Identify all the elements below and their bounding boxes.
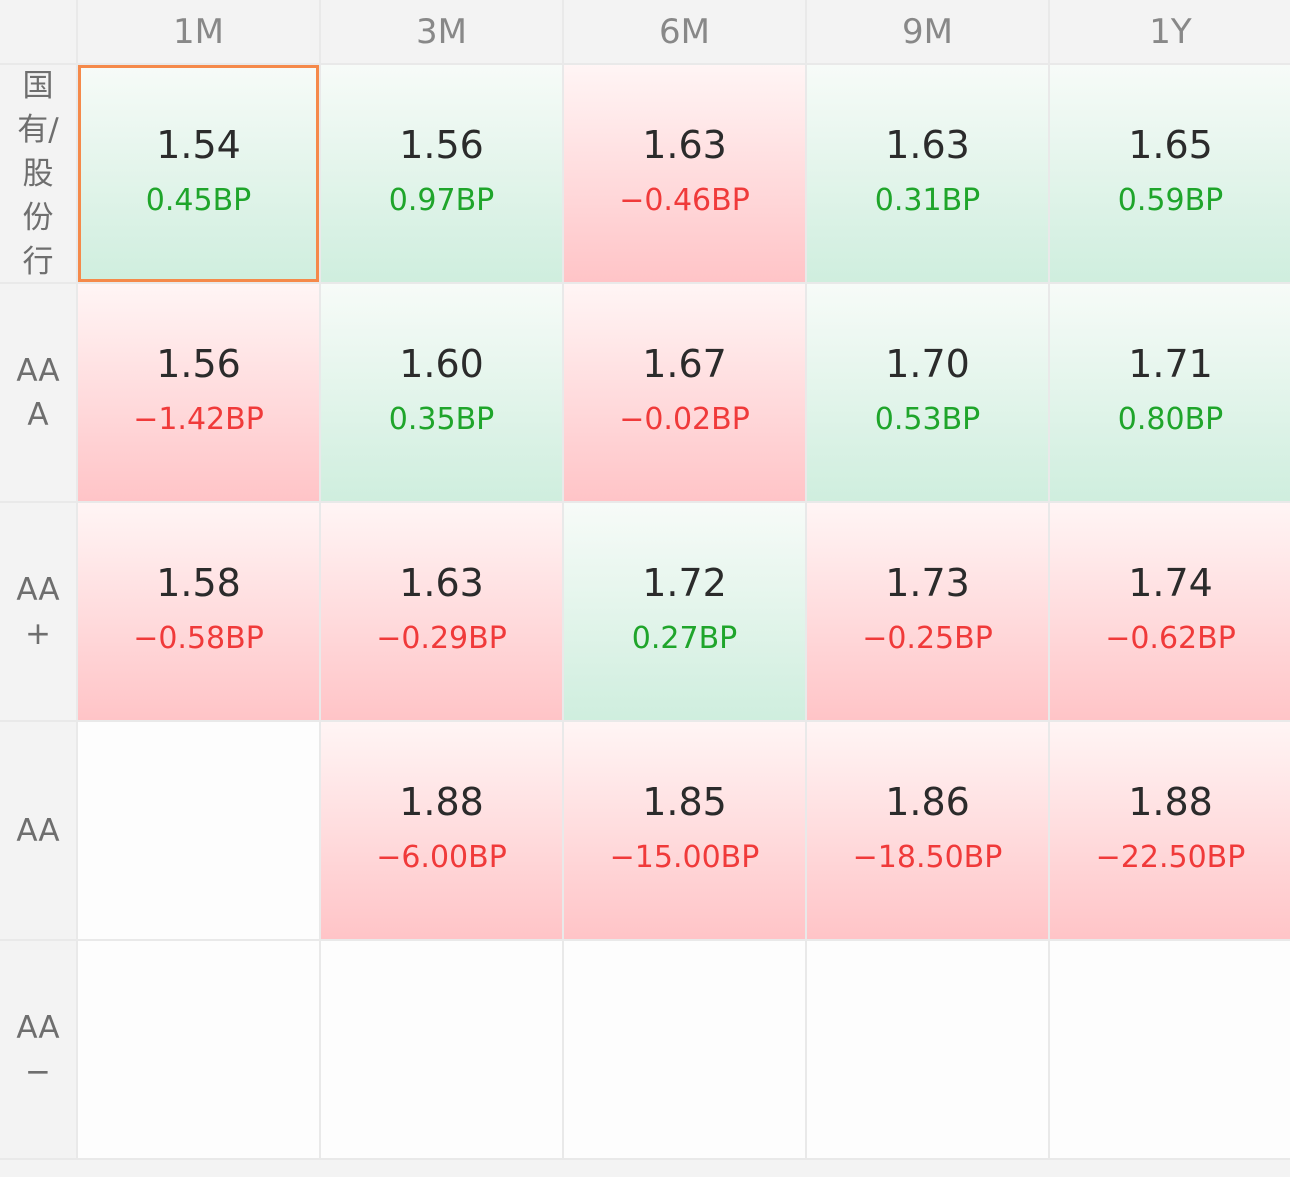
rate-cell[interactable]: 1.65 0.59BP xyxy=(1050,65,1290,282)
rate-cell[interactable]: 1.67 −0.02BP xyxy=(564,284,805,501)
rate-change: −0.02BP xyxy=(619,402,750,437)
rate-cell[interactable]: 1.56 −1.42BP xyxy=(78,284,319,501)
rate-value: 1.54 xyxy=(156,123,241,167)
rate-change: 0.53BP xyxy=(874,402,981,437)
rate-change: −6.00BP xyxy=(376,840,507,875)
rate-value: 1.70 xyxy=(885,342,970,386)
rate-cell[interactable]: 1.56 0.97BP xyxy=(321,65,562,282)
rate-cell[interactable] xyxy=(564,941,805,1158)
rate-change: 0.45BP xyxy=(145,183,252,218)
rate-cell[interactable]: 1.63 −0.46BP xyxy=(564,65,805,282)
rate-value: 1.60 xyxy=(399,342,484,386)
rate-value: 1.63 xyxy=(399,561,484,605)
rate-cell[interactable]: 1.58 −0.58BP xyxy=(78,503,319,720)
rate-change: −1.42BP xyxy=(133,402,264,437)
rate-change: −0.46BP xyxy=(619,183,750,218)
rate-value: 1.72 xyxy=(642,561,727,605)
rate-cell[interactable]: 1.71 0.80BP xyxy=(1050,284,1290,501)
rate-cell[interactable]: 1.88 −6.00BP xyxy=(321,722,562,939)
column-header-1m: 1M xyxy=(78,0,319,63)
rate-value: 1.74 xyxy=(1128,561,1213,605)
rate-cell[interactable] xyxy=(321,941,562,1158)
rate-cell[interactable] xyxy=(78,941,319,1158)
rate-cell[interactable] xyxy=(1050,941,1290,1158)
rate-change: 0.35BP xyxy=(388,402,495,437)
rate-change: −0.25BP xyxy=(862,621,993,656)
rate-value: 1.86 xyxy=(885,780,970,824)
row-header: AA+ xyxy=(0,503,76,720)
rate-cell[interactable]: 1.72 0.27BP xyxy=(564,503,805,720)
rate-change: 0.27BP xyxy=(631,621,738,656)
rate-cell[interactable]: 1.74 −0.62BP xyxy=(1050,503,1290,720)
rate-cell[interactable]: 1.88 −22.50BP xyxy=(1050,722,1290,939)
rate-cell[interactable]: 1.73 −0.25BP xyxy=(807,503,1048,720)
rate-cell[interactable]: 1.54 0.45BP xyxy=(78,65,319,282)
rate-value: 1.56 xyxy=(156,342,241,386)
rate-cell[interactable]: 1.60 0.35BP xyxy=(321,284,562,501)
rate-value: 1.63 xyxy=(642,123,727,167)
rate-value: 1.85 xyxy=(642,780,727,824)
row-header: 国有/股份行 xyxy=(0,65,76,282)
column-header-6m: 6M xyxy=(564,0,805,63)
row-header: AAA xyxy=(0,284,76,501)
rate-value: 1.58 xyxy=(156,561,241,605)
rate-value: 1.88 xyxy=(1128,780,1213,824)
rate-change: 0.97BP xyxy=(388,183,495,218)
column-header-9m: 9M xyxy=(807,0,1048,63)
rate-value: 1.65 xyxy=(1128,123,1213,167)
column-header-1y: 1Y xyxy=(1050,0,1290,63)
row-header: AA− xyxy=(0,941,76,1158)
rate-cell[interactable]: 1.85 −15.00BP xyxy=(564,722,805,939)
rate-value: 1.73 xyxy=(885,561,970,605)
corner-cell xyxy=(0,0,76,63)
rate-value: 1.67 xyxy=(642,342,727,386)
rate-change: −15.00BP xyxy=(609,840,760,875)
rate-change: −18.50BP xyxy=(852,840,1003,875)
rate-change: −0.58BP xyxy=(133,621,264,656)
rate-cell[interactable]: 1.63 −0.29BP xyxy=(321,503,562,720)
rate-cell[interactable]: 1.70 0.53BP xyxy=(807,284,1048,501)
row-header: AA xyxy=(0,722,76,939)
rate-change: 0.31BP xyxy=(874,183,981,218)
rate-value: 1.56 xyxy=(399,123,484,167)
rate-change: −0.29BP xyxy=(376,621,507,656)
rate-cell[interactable] xyxy=(807,941,1048,1158)
rate-value: 1.88 xyxy=(399,780,484,824)
rate-cell[interactable] xyxy=(78,722,319,939)
rate-change: −0.62BP xyxy=(1105,621,1236,656)
rate-change: −22.50BP xyxy=(1095,840,1246,875)
rate-change: 0.80BP xyxy=(1117,402,1224,437)
rate-cell[interactable]: 1.86 −18.50BP xyxy=(807,722,1048,939)
column-header-3m: 3M xyxy=(321,0,562,63)
rate-change: 0.59BP xyxy=(1117,183,1224,218)
rate-cell[interactable]: 1.63 0.31BP xyxy=(807,65,1048,282)
rate-value: 1.63 xyxy=(885,123,970,167)
rate-value: 1.71 xyxy=(1128,342,1213,386)
